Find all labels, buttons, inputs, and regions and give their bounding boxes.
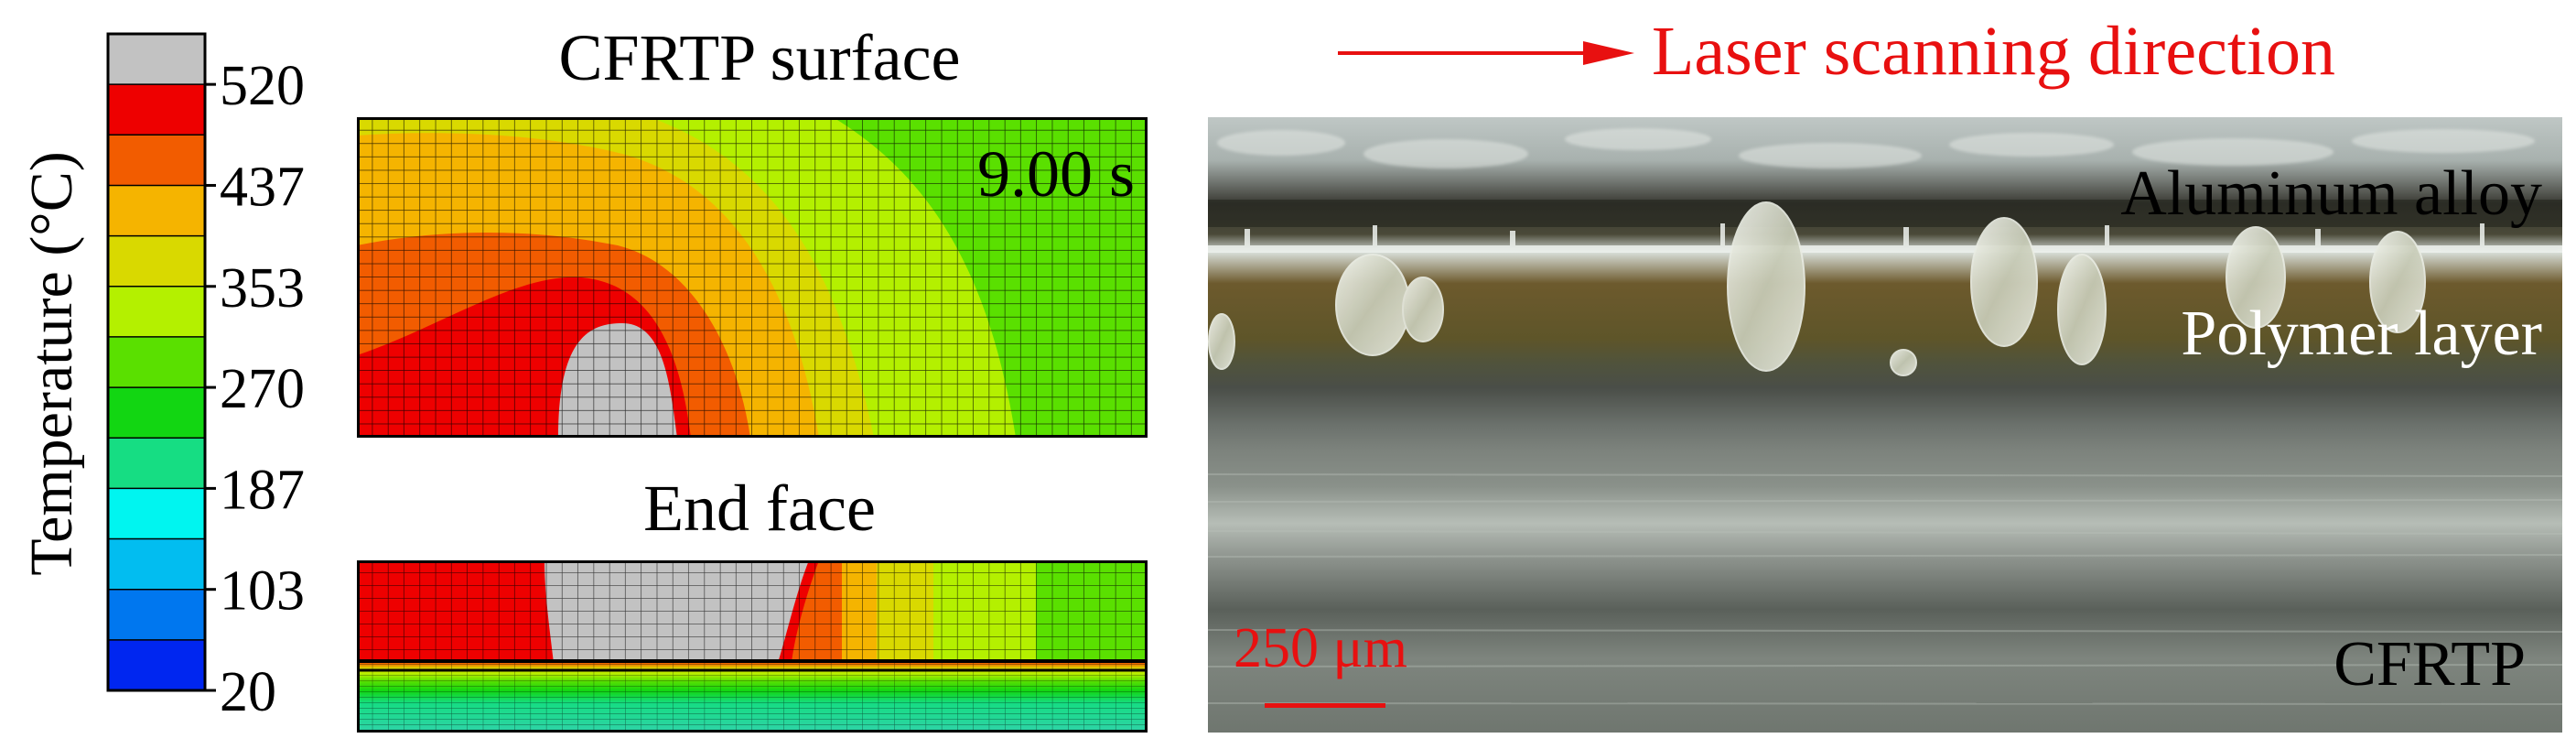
colorbar-band [108,336,205,388]
end-face-panel-title: End face [643,472,876,545]
scale-bar [1265,703,1385,708]
colorbar-band [108,538,205,591]
colorbar-tick-label: 520 [220,55,305,117]
colorbar-band [108,286,205,338]
colorbar-band [108,387,205,439]
colorbar-tick-label: 187 [220,459,305,521]
colorbar-tick-label: 103 [220,560,305,623]
colorbar-tick-label: 437 [220,156,305,218]
cfrtp-label: CFRTP [2333,629,2526,700]
surface-contour-panel [357,117,1148,438]
scale-bar-label: 250 μm [1234,617,1407,679]
colorbar-tick-label: 20 [220,661,276,723]
colorbar-band [108,84,205,136]
end-face-contour-map [357,560,1148,733]
polymer-layer-label: Polymer layer [2181,299,2542,369]
laser-direction-label: Laser scanning direction [1652,13,2336,90]
colorbar-band [108,34,205,85]
colorbar-band [108,639,205,691]
arrow-right-icon [1338,41,1634,65]
colorbar-band [108,235,205,288]
colorbar-band [108,135,205,186]
cross-section-micrograph: Aluminum alloy Polymer layer CFRTP 250 μ… [1207,117,2563,733]
laser-direction-arrow [1336,35,1638,71]
colorbar-graphic: 520 437 353 270 187 103 20 Temperature (°C) [18,32,305,723]
colorbar-band [108,438,205,489]
colorbar: 520 437 353 270 187 103 20 Temperature (°C) [0,0,329,733]
colorbar-band [108,185,205,237]
surface-panel-title: CFRTP surface [558,21,961,94]
time-label: 9.00 s [976,137,1135,211]
colorbar-band [108,589,205,641]
aluminum-alloy-label: Aluminum alloy [2120,158,2542,229]
colorbar-title: Temperature (°C) [18,151,85,575]
surface-contour-map [357,117,1148,438]
colorbar-tick-label: 353 [220,257,305,320]
colorbar-tick-label: 270 [220,358,305,420]
colorbar-band [108,488,205,540]
end-face-contour-panel [357,560,1148,733]
micrograph-image [1207,117,2563,733]
